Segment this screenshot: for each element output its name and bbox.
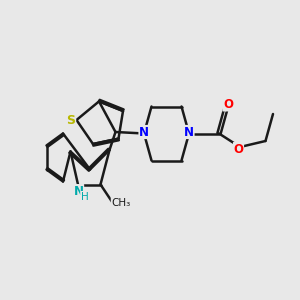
Text: O: O <box>233 142 244 156</box>
Text: N: N <box>184 125 194 139</box>
Text: CH₃: CH₃ <box>111 197 130 208</box>
Text: N: N <box>74 184 84 198</box>
Text: N: N <box>139 125 149 139</box>
Text: H: H <box>81 191 88 202</box>
Text: O: O <box>223 98 233 111</box>
Text: S: S <box>67 113 76 127</box>
